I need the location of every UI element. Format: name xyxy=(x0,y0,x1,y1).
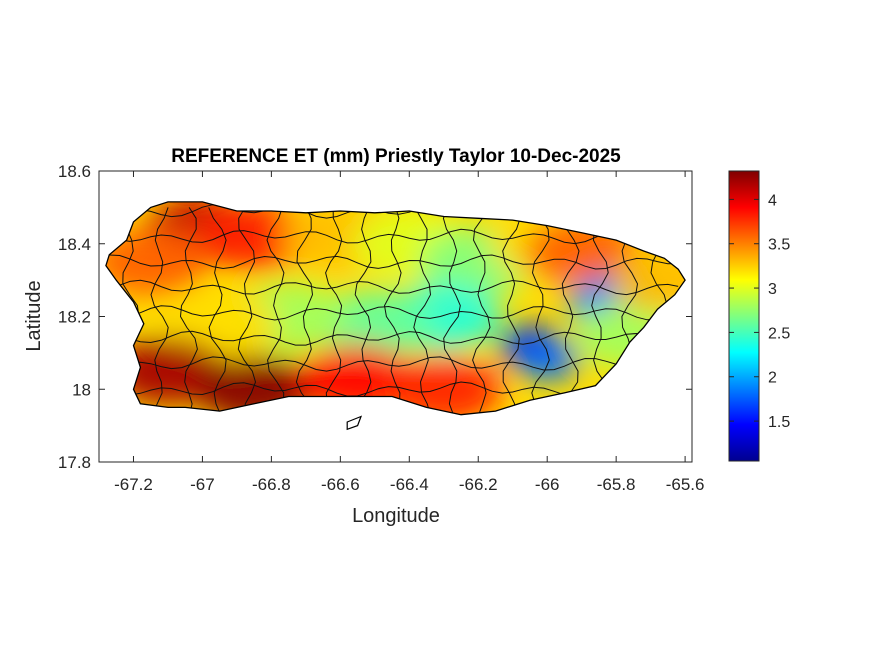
municipality-border-ew-4 xyxy=(109,279,679,296)
x-tick-label: -66 xyxy=(535,475,560,494)
y-axis: 17.8 18 18.2 18.4 18.6 xyxy=(58,162,692,472)
colorbar-tick-label: 4 xyxy=(768,192,777,209)
municipality-border-ns-8 xyxy=(354,207,372,415)
y-tick-label: 18.4 xyxy=(58,235,91,254)
x-tick-label: -67 xyxy=(190,475,215,494)
municipality-border-ns-6 xyxy=(295,207,314,415)
y-tick-label: 18 xyxy=(72,380,91,399)
y-tick-label: 18.2 xyxy=(58,308,91,327)
municipality-border-ns-4 xyxy=(237,207,257,415)
municipality-border-ns-1 xyxy=(150,207,169,415)
y-tick-label: 17.8 xyxy=(58,453,91,472)
x-tick-label: -67.2 xyxy=(114,475,153,494)
cay-coastline xyxy=(346,415,363,431)
municipality-border-ns-11 xyxy=(442,207,461,415)
municipality-border-ns-5 xyxy=(266,207,285,415)
et-field-cell-18 xyxy=(299,344,416,413)
municipality-border-ns-3 xyxy=(208,207,227,415)
x-tick-label: -66.4 xyxy=(390,475,429,494)
municipality-border-ns-14 xyxy=(531,207,550,415)
colorbar: 1.5 2 2.5 3 3.5 4 xyxy=(728,170,790,462)
colorbar-gradient xyxy=(728,170,760,462)
municipality-border-ns-2 xyxy=(179,207,198,415)
colorbar-tick-label: 2 xyxy=(768,370,777,387)
x-tick-label: -66.8 xyxy=(252,475,291,494)
plot-title: REFERENCE ET (mm) Priestly Taylor 10-Dec… xyxy=(171,146,621,167)
et-field-cell-13 xyxy=(316,289,433,358)
municipality-border-ns-9 xyxy=(383,207,402,415)
x-axis: -67.2 -67 -66.8 -66.6 -66.4 -66.2 -66 -65.8 -65.… xyxy=(114,171,704,494)
municipality-border-ew-2 xyxy=(109,330,679,346)
et-field-cell-11 xyxy=(515,340,580,381)
x-tick-label: -65.8 xyxy=(597,475,636,494)
municipality-border-ew-5 xyxy=(109,254,679,270)
et-field-cell-21 xyxy=(609,246,686,315)
x-tick-label: -66.2 xyxy=(459,475,498,494)
municipality-border-ew-3 xyxy=(109,305,679,321)
et-field-cell-1 xyxy=(196,202,313,271)
colorbar-tick-label: 3.5 xyxy=(768,237,790,254)
municipality-border-ew-1 xyxy=(109,356,679,372)
map-plot-area xyxy=(99,171,692,462)
x-tick-label: -65.6 xyxy=(666,475,705,494)
municipality-border-ew-6 xyxy=(109,228,679,245)
y-axis-title: Latitude xyxy=(23,280,45,351)
island-coastline xyxy=(105,201,686,416)
colorbar-tick-label: 2.5 xyxy=(768,325,790,342)
y-tick-label: 18.6 xyxy=(58,162,91,181)
x-tick-label: -66.6 xyxy=(321,475,360,494)
x-axis-title: Longitude xyxy=(352,505,440,527)
colorbar-tick-label: 3 xyxy=(768,281,777,298)
colorbar-tick-label: 1.5 xyxy=(768,414,790,431)
